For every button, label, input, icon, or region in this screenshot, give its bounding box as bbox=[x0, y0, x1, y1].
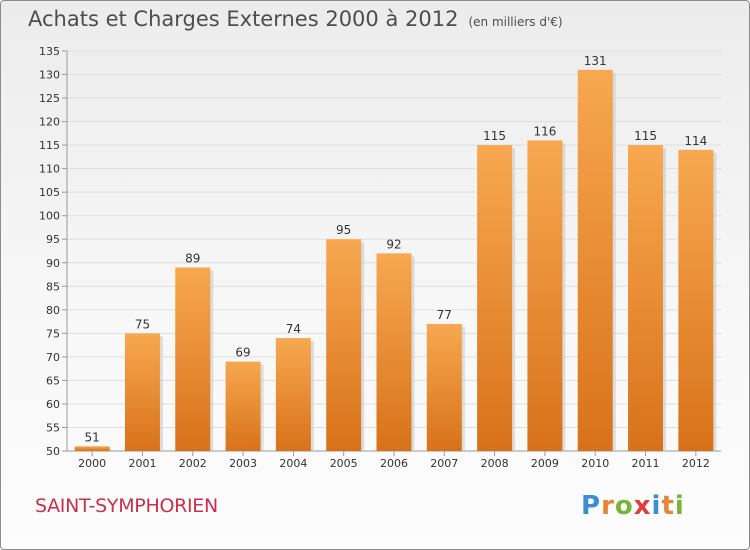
y-tick-label: 100 bbox=[39, 210, 60, 223]
x-tick-label: 2005 bbox=[330, 457, 358, 470]
x-tick-label: 2008 bbox=[481, 457, 509, 470]
y-tick-label: 90 bbox=[46, 257, 60, 270]
data-label: 77 bbox=[437, 308, 452, 322]
data-label: 115 bbox=[634, 129, 657, 143]
bar bbox=[326, 239, 362, 451]
x-tick-label: 2002 bbox=[179, 457, 207, 470]
x-tick-label: 2012 bbox=[682, 457, 710, 470]
bars bbox=[74, 69, 717, 452]
data-label: 51 bbox=[85, 430, 100, 444]
y-tick-label: 55 bbox=[46, 421, 60, 434]
data-label: 131 bbox=[584, 54, 607, 68]
x-tick-label: 2006 bbox=[380, 457, 408, 470]
logo-letter: x bbox=[633, 491, 652, 521]
y-tick-label: 80 bbox=[46, 304, 60, 317]
data-label: 92 bbox=[386, 237, 401, 251]
y-tick-label: 115 bbox=[39, 139, 60, 152]
data-label: 74 bbox=[286, 322, 301, 336]
bar bbox=[628, 145, 664, 451]
bar bbox=[376, 253, 412, 451]
bar bbox=[74, 446, 110, 451]
bar bbox=[124, 333, 160, 451]
chart-unit: (en milliers d'€) bbox=[468, 15, 563, 29]
data-label: 75 bbox=[135, 317, 150, 331]
y-tick-label: 75 bbox=[46, 327, 60, 340]
x-tick-label: 2004 bbox=[279, 457, 307, 470]
y-tick-label: 70 bbox=[46, 351, 60, 364]
bar bbox=[225, 361, 261, 451]
bar bbox=[426, 323, 462, 451]
bar bbox=[678, 149, 714, 451]
x-tick-label: 2010 bbox=[581, 457, 609, 470]
bar bbox=[175, 267, 211, 451]
x-tick-label: 2007 bbox=[430, 457, 458, 470]
y-tick-label: 110 bbox=[39, 163, 60, 176]
bar bbox=[477, 145, 513, 451]
bar bbox=[577, 69, 613, 451]
x-tick-label: 2009 bbox=[531, 457, 559, 470]
bar bbox=[275, 338, 311, 451]
proxiti-logo[interactable]: Proxiti bbox=[581, 491, 685, 521]
y-tick-label: 50 bbox=[46, 445, 60, 458]
y-tick-label: 95 bbox=[46, 233, 60, 246]
data-label: 114 bbox=[684, 134, 707, 148]
x-tick-label: 2003 bbox=[229, 457, 257, 470]
data-label: 89 bbox=[185, 251, 200, 265]
data-label: 115 bbox=[483, 129, 506, 143]
logo-letter: o bbox=[614, 491, 634, 521]
y-tick-label: 125 bbox=[39, 92, 60, 105]
x-tick-label: 2001 bbox=[128, 457, 156, 470]
logo-letter: t bbox=[661, 491, 675, 521]
bar bbox=[527, 140, 563, 452]
y-tick-label: 120 bbox=[39, 116, 60, 129]
data-label: 95 bbox=[336, 223, 351, 237]
x-tick-label: 2011 bbox=[632, 457, 660, 470]
y-tick-label: 60 bbox=[46, 398, 60, 411]
y-tick-label: 130 bbox=[39, 69, 60, 82]
data-label: 116 bbox=[533, 124, 556, 138]
logo-letter: r bbox=[601, 491, 615, 521]
data-labels: 51 75 89 69 74 95 92 77 115 116 131 115 114 bbox=[85, 54, 708, 444]
logo-letter: P bbox=[581, 491, 602, 521]
y-tick-label: 105 bbox=[39, 186, 60, 199]
y-tick-label: 85 bbox=[46, 280, 60, 293]
logo-letter: i bbox=[651, 491, 662, 521]
data-label: 69 bbox=[235, 346, 250, 360]
y-tick-label: 135 bbox=[39, 45, 60, 58]
logo-letter: i bbox=[674, 491, 685, 521]
x-tick-label: 2000 bbox=[78, 457, 106, 470]
chart-title: Achats et Charges Externes 2000 à 2012 (e… bbox=[28, 7, 563, 31]
y-tick-label: 65 bbox=[46, 374, 60, 387]
chart-title-text: Achats et Charges Externes 2000 à 2012 bbox=[28, 7, 459, 31]
place-name: SAINT-SYMPHORIEN bbox=[35, 495, 218, 517]
